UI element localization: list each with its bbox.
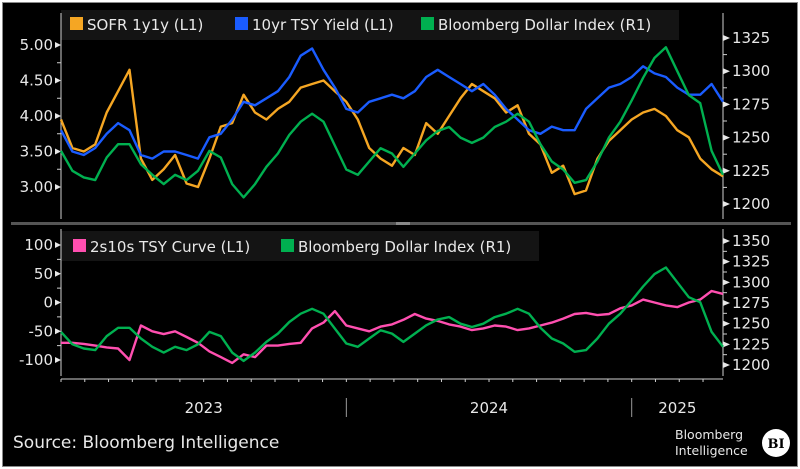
right-tick-label: 1275 [732,294,770,312]
series-line-10yr-tsy-yield-l1 [59,47,725,160]
right-tick-marker [723,101,730,108]
left-tick-marker [55,184,61,190]
top-series-lines [59,46,725,199]
right-tick-marker [723,167,730,174]
right-tick-label: 1300 [732,273,770,291]
legend-swatch-10yr [235,17,248,30]
legend-label-dollar-top: Bloomberg Dollar Index (R1) [438,16,651,34]
x-axis: 2023 2024 2025 [60,378,723,417]
left-tick-marker [55,242,61,248]
series-line-bloomberg-dollar-index-r1 [59,46,725,199]
top-axes: 5.00 4.50 4.00 3.50 3.00 1325 1300 1275 1250 1225… [20,13,770,219]
bi-badge-text: BI [767,437,784,452]
panel-divider-handle[interactable] [396,222,410,225]
left-tick-marker [55,299,61,306]
right-tick-label: 1350 [732,232,770,250]
top-legend: SOFR 1y1y (L1) 10yr TSY Yield (L1) Bloom… [61,10,679,40]
left-tick-marker [55,113,61,119]
right-tick-marker [723,238,730,244]
x-tick-label: 2023 [185,399,223,417]
right-tick-label: 1325 [732,29,770,47]
left-tick-label: 50 [34,265,53,283]
right-tick-label: 1250 [732,129,770,147]
right-tick-marker [723,258,730,265]
left-tick-label: -100 [19,351,53,369]
left-tick-label: 3.50 [20,143,53,161]
series-line-sofr-1y1y-l1 [59,68,724,196]
right-tick-marker [723,134,730,141]
series-line-2s10s-tsy-curve-l1 [61,289,724,365]
bloomberg-intelligence-logo: Bloomberg Intelligence BI [675,427,790,458]
right-tick-marker [723,300,730,306]
legend-label-10yr: 10yr TSY Yield (L1) [252,16,394,34]
x-tick-label: 2024 [470,399,508,417]
right-tick-marker [723,362,730,368]
legend-label-dollar-bottom: Bloomberg Dollar Index (R1) [298,238,511,256]
right-tick-marker [723,35,730,41]
left-tick-label: 3.00 [20,178,53,196]
legend-swatch-2s10s [73,239,86,252]
bottom-series-lines [60,266,724,365]
right-tick-label: 1325 [732,253,770,271]
right-tick-label: 1300 [732,62,770,80]
left-tick-label: 5.00 [20,36,53,54]
right-tick-marker [723,320,730,327]
right-tick-marker [723,68,730,75]
left-tick-marker [55,328,61,335]
right-tick-label: 1275 [732,95,770,113]
legend-label-sofr: SOFR 1y1y (L1) [87,16,203,34]
left-tick-marker [55,77,61,84]
left-tick-label: 0 [43,294,53,312]
left-tick-label: 100 [24,236,53,254]
top-legend-background [61,10,679,40]
chart-svg: SOFR 1y1y (L1) 10yr TSY Yield (L1) Bloom… [11,10,791,458]
left-tick-label: 4.50 [20,72,53,90]
left-tick-label: 4.00 [20,107,53,125]
left-tick-marker [55,148,61,155]
left-tick-label: -50 [29,322,54,340]
right-tick-marker [723,201,730,207]
right-tick-label: 1200 [732,195,770,213]
bottom-axes: 100 50 0 -50 -100 1350 1325 1300 1275 1250 1225 120… [19,229,770,376]
right-tick-label: 1225 [732,335,770,353]
bottom-legend-background [61,231,539,261]
left-tick-marker [55,357,61,363]
right-tick-label: 1225 [732,162,770,180]
source-note: Source: Bloomberg Intelligence [13,433,279,453]
brand-line-2: Intelligence [675,443,748,458]
bi-badge-icon [762,429,790,457]
series-line-bloomberg-dollar-index-r1 [60,266,724,363]
right-tick-label: 1250 [732,315,770,333]
x-tick-label: 2025 [658,399,696,417]
brand-line-1: Bloomberg [675,427,743,442]
left-tick-marker [55,270,61,277]
legend-swatch-dollar-bottom [281,239,294,252]
legend-swatch-sofr [70,17,83,30]
legend-swatch-dollar-top [421,17,434,30]
legend-label-2s10s: 2s10s TSY Curve (L1) [90,238,250,256]
right-tick-marker [723,341,730,348]
right-tick-label: 1200 [732,356,770,374]
right-tick-marker [723,279,730,286]
bottom-legend: 2s10s TSY Curve (L1) Bloomberg Dollar In… [61,231,539,261]
left-tick-marker [55,42,61,48]
